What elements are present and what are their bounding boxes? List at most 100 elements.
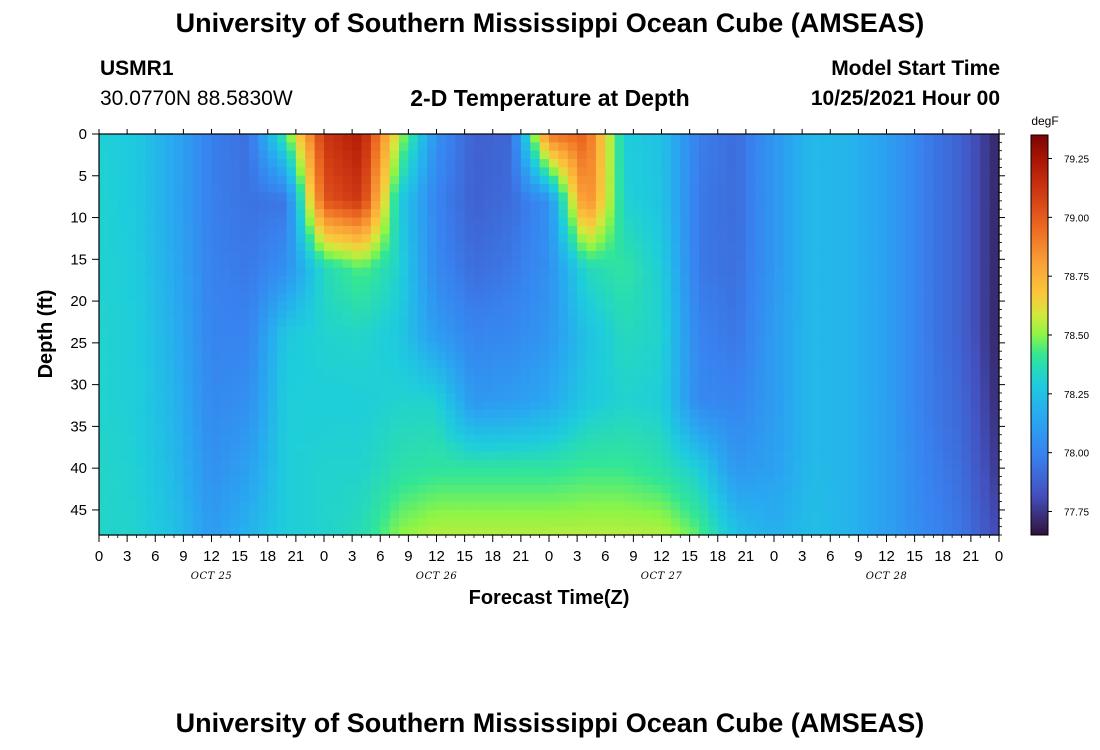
heatmap-cell [211, 225, 222, 235]
heatmap-cell [558, 309, 569, 319]
heatmap-cell [314, 284, 325, 294]
heatmap-cell [258, 459, 269, 469]
heatmap-cell [820, 359, 831, 369]
heatmap-cell [164, 142, 175, 152]
heatmap-cell [605, 459, 616, 469]
heatmap-cell [333, 501, 344, 511]
heatmap-cell [952, 401, 963, 411]
heatmap-cell [914, 259, 925, 269]
heatmap-cell [399, 342, 409, 352]
x-tick-label: 3 [798, 548, 806, 565]
heatmap-cell [380, 526, 391, 536]
heatmap-cell [492, 242, 503, 252]
heatmap-cell [474, 451, 484, 461]
heatmap-cell [586, 134, 597, 143]
heatmap-cell [427, 292, 438, 302]
heatmap-cell [970, 225, 981, 235]
heatmap-cell [680, 476, 691, 486]
heatmap-cell [895, 192, 906, 202]
heatmap-cell [305, 175, 316, 185]
heatmap-cell [436, 367, 447, 377]
heatmap-cell [324, 518, 334, 528]
heatmap-cell [792, 276, 803, 285]
heatmap-cell [220, 276, 231, 285]
heatmap-cell [605, 292, 616, 302]
heatmap-cell [774, 342, 784, 352]
heatmap-cell [970, 526, 981, 536]
heatmap-cell [774, 434, 784, 444]
heatmap-cell [577, 192, 588, 202]
heatmap-cell [464, 142, 475, 152]
heatmap-cell [249, 309, 259, 319]
heatmap-cell [961, 443, 972, 453]
heatmap-cell [670, 234, 681, 244]
heatmap-cell [886, 426, 897, 436]
heatmap-cell [970, 142, 981, 152]
heatmap-cell [670, 200, 681, 210]
heatmap-cell [174, 509, 184, 519]
heatmap-cell [595, 159, 606, 169]
heatmap-cell [352, 476, 363, 486]
heatmap-cell [417, 184, 428, 194]
heatmap-cell [886, 301, 897, 311]
heatmap-cell [689, 518, 700, 528]
heatmap-cell [886, 326, 897, 336]
heatmap-cell [586, 451, 597, 461]
heatmap-cell [961, 150, 972, 160]
heatmap-cell [389, 284, 400, 294]
heatmap-cell [642, 259, 653, 269]
heatmap-cell [530, 301, 541, 311]
heatmap-cell [577, 401, 588, 411]
heatmap-cell [558, 184, 569, 194]
heatmap-cell [99, 192, 109, 202]
heatmap-cell [764, 267, 775, 277]
heatmap-cell [174, 359, 184, 369]
heatmap-cell [455, 451, 466, 461]
heatmap-cell [220, 509, 231, 519]
heatmap-cell [370, 526, 381, 536]
heatmap-cell [652, 392, 663, 402]
heatmap-cell [764, 359, 775, 369]
heatmap-cell [202, 342, 213, 352]
heatmap-cell [361, 493, 372, 503]
heatmap-cell [305, 443, 316, 453]
heatmap-cell [520, 468, 531, 478]
heatmap-cell [333, 376, 344, 386]
heatmap-cell [558, 234, 569, 244]
heatmap-cell [417, 342, 428, 352]
heatmap-cell [980, 384, 991, 394]
heatmap-cell [961, 426, 972, 436]
heatmap-cell [427, 134, 438, 143]
heatmap-cell [361, 225, 372, 235]
heatmap-cell [642, 225, 653, 235]
heatmap-cell [361, 276, 372, 285]
heatmap-cell [427, 209, 438, 219]
heatmap-cell [699, 509, 709, 519]
heatmap-cell [427, 509, 438, 519]
heatmap-cell [427, 526, 438, 536]
heatmap-cell [511, 367, 522, 377]
heatmap-cell [905, 434, 916, 444]
heatmap-cell [127, 518, 138, 528]
heatmap-cell [427, 392, 438, 402]
heatmap-cell [642, 217, 653, 227]
heatmap-cell [661, 526, 672, 536]
heatmap-cell [399, 509, 409, 519]
heatmap-cell [858, 418, 869, 427]
heatmap-cell [511, 359, 522, 369]
heatmap-cell [895, 426, 906, 436]
colorbar-tick-label: 78.50 [1064, 331, 1089, 342]
heatmap-cell [380, 376, 391, 386]
heatmap-cell [370, 384, 381, 394]
heatmap-cell [614, 159, 625, 169]
heatmap-cell [333, 317, 344, 327]
heatmap-cell [849, 334, 859, 344]
heatmap-cell [980, 342, 991, 352]
heatmap-cell [961, 242, 972, 252]
heatmap-cell [783, 476, 794, 486]
heatmap-cell [174, 384, 184, 394]
heatmap-cell [136, 159, 147, 169]
heatmap-cell [633, 484, 644, 494]
heatmap-cell [820, 150, 831, 160]
heatmap-cell [755, 418, 766, 427]
